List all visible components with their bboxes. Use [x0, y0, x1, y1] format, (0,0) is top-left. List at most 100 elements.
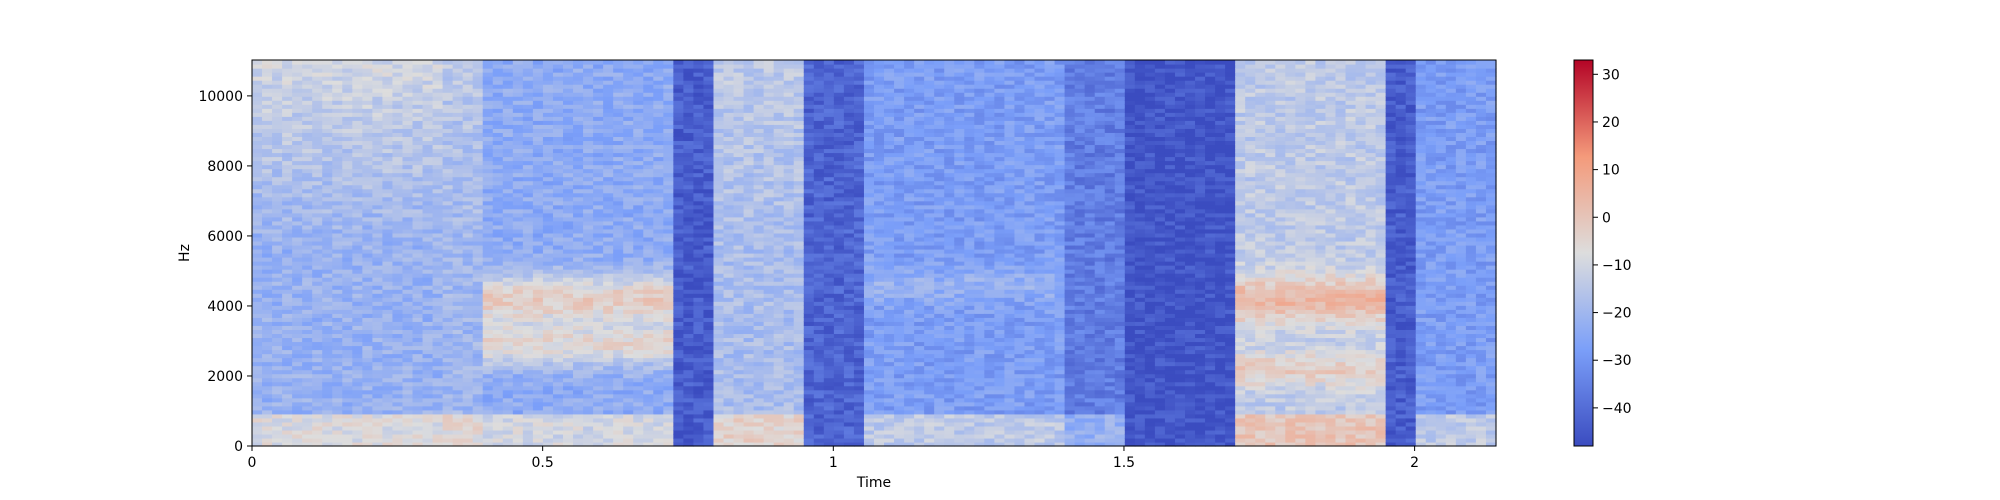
- heatmap-cell: [382, 128, 394, 133]
- heatmap-cell: [603, 357, 614, 363]
- heatmap-cell: [402, 317, 414, 322]
- heatmap-cell: [402, 417, 414, 423]
- heatmap-cell: [563, 409, 574, 415]
- heatmap-cell: [252, 345, 263, 351]
- heatmap-cell: [502, 88, 514, 93]
- heatmap-cell: [372, 273, 384, 278]
- heatmap-cell: [482, 413, 494, 419]
- heatmap-cell: [583, 409, 594, 415]
- heatmap-cell: [693, 156, 705, 162]
- heatmap-cell: [512, 329, 524, 335]
- heatmap-cell: [703, 180, 715, 186]
- heatmap-cell: [352, 377, 363, 383]
- heatmap-cell: [502, 253, 514, 258]
- heatmap-cell: [583, 216, 594, 222]
- heatmap-cell: [593, 108, 604, 113]
- heatmap-cell: [292, 224, 303, 230]
- heatmap-cell: [723, 92, 735, 97]
- heatmap-cell: [603, 365, 614, 371]
- heatmap-cell: [332, 156, 343, 162]
- heatmap-cell: [352, 240, 363, 246]
- heatmap-cell: [673, 261, 684, 266]
- heatmap-cell: [342, 200, 353, 206]
- heatmap-cell: [432, 132, 444, 137]
- heatmap-cell: [332, 321, 343, 326]
- heatmap-cell: [743, 405, 755, 411]
- heatmap-cell: [292, 261, 303, 266]
- heatmap-cell: [512, 128, 524, 133]
- heatmap-cell: [472, 269, 484, 274]
- heatmap-cell: [382, 257, 394, 262]
- heatmap-cell: [583, 240, 594, 246]
- heatmap-cell: [492, 80, 504, 85]
- heatmap-cell: [743, 140, 755, 146]
- heatmap-cell: [432, 281, 444, 286]
- heatmap-cell: [362, 200, 373, 206]
- heatmap-cell: [442, 196, 454, 202]
- heatmap-cell: [593, 281, 604, 286]
- heatmap-cell: [753, 76, 765, 81]
- heatmap-cell: [683, 273, 695, 278]
- heatmap-cell: [552, 321, 564, 326]
- heatmap-cell: [382, 192, 394, 198]
- heatmap-cell: [613, 148, 624, 154]
- heatmap-cell: [763, 369, 775, 375]
- heatmap-cell: [352, 421, 363, 427]
- heatmap-cell: [342, 357, 353, 363]
- heatmap-cell: [472, 401, 484, 407]
- heatmap-cell: [332, 357, 343, 363]
- heatmap-cell: [603, 60, 614, 65]
- heatmap-cell: [542, 104, 554, 109]
- heatmap-cell: [753, 361, 765, 367]
- heatmap-cell: [512, 297, 524, 302]
- heatmap-cell: [372, 345, 384, 351]
- heatmap-cell: [663, 337, 674, 343]
- heatmap-cell: [683, 128, 695, 133]
- heatmap-cell: [723, 309, 735, 314]
- heatmap-cell: [542, 72, 554, 77]
- heatmap-cell: [643, 156, 654, 162]
- heatmap-cell: [643, 168, 654, 174]
- heatmap-cell: [272, 160, 283, 166]
- heatmap-cell: [552, 421, 564, 427]
- heatmap-cell: [723, 164, 735, 170]
- heatmap-cell: [693, 265, 705, 270]
- heatmap-cell: [422, 413, 434, 419]
- heatmap-cell: [472, 64, 484, 69]
- heatmap-cell: [733, 224, 745, 230]
- heatmap-cell: [512, 341, 524, 347]
- heatmap-cell: [342, 176, 353, 182]
- heatmap-cell: [332, 104, 343, 109]
- heatmap-cell: [663, 393, 674, 399]
- heatmap-cell: [462, 357, 474, 363]
- heatmap-cell: [512, 397, 524, 403]
- heatmap-cell: [332, 112, 343, 117]
- heatmap-cell: [462, 253, 474, 258]
- heatmap-cell: [312, 365, 323, 371]
- heatmap-cell: [673, 228, 684, 234]
- heatmap-cell: [432, 80, 444, 85]
- heatmap-cell: [482, 76, 494, 81]
- heatmap-cell: [332, 305, 343, 310]
- heatmap-cell: [763, 232, 775, 238]
- heatmap-cell: [733, 381, 745, 387]
- heatmap-cell: [402, 220, 414, 226]
- heatmap-cell: [312, 156, 323, 162]
- heatmap-cell: [322, 385, 333, 391]
- heatmap-cell: [412, 301, 424, 306]
- heatmap-cell: [623, 136, 634, 142]
- heatmap-cell: [733, 128, 745, 133]
- heatmap-cell: [663, 100, 674, 105]
- heatmap-cell: [412, 373, 424, 379]
- heatmap-cell: [322, 232, 333, 238]
- heatmap-cell: [753, 281, 765, 286]
- heatmap-cell: [442, 333, 454, 339]
- heatmap-cell: [262, 112, 273, 117]
- heatmap-cell: [412, 116, 424, 121]
- heatmap-cell: [382, 148, 394, 154]
- heatmap-cell: [502, 152, 514, 158]
- heatmap-cell: [312, 393, 323, 399]
- heatmap-cell: [633, 92, 644, 97]
- heatmap-cell: [432, 377, 444, 383]
- heatmap-cell: [583, 72, 594, 77]
